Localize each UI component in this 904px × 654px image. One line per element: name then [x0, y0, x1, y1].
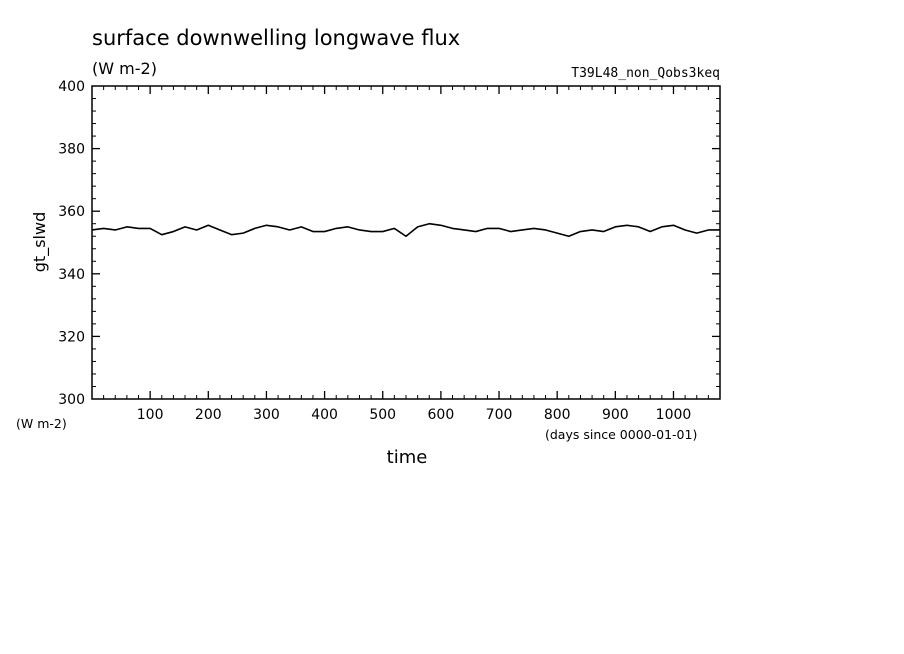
x-units-label: (days since 0000-01-01) — [545, 427, 697, 442]
y-minor-ticks — [92, 98, 720, 387]
x-tick-label: 1000 — [656, 407, 692, 423]
x-tick-label: 700 — [486, 407, 513, 423]
plot-frame — [91, 85, 721, 400]
experiment-label: T39L48_non_Qobs3keq — [571, 66, 720, 81]
y-axis-label: gt_slwd — [30, 212, 50, 272]
y-tick-label: 400 — [58, 79, 85, 95]
series-line — [91, 222, 720, 238]
y-units-label: (W m-2) — [16, 416, 67, 431]
x-tick-label: 500 — [369, 407, 396, 423]
chart-title: surface downwelling longwave flux — [92, 26, 460, 50]
x-tick-label: 100 — [137, 407, 164, 423]
y-axis: 300 320 340 360 380 400 — [58, 79, 720, 408]
x-minor-ticks — [103, 86, 709, 399]
y-tick-label: 340 — [58, 267, 85, 283]
x-axis-label: time — [387, 447, 428, 468]
x-tick-label: 300 — [253, 407, 280, 423]
y-tick-label: 380 — [58, 142, 85, 158]
x-tick-label: 400 — [311, 407, 338, 423]
y-tick-label: 320 — [58, 329, 85, 345]
x-axis: 100 200 300 400 500 600 700 800 900 1000 — [137, 86, 692, 423]
y-tick-label: 300 — [58, 392, 85, 408]
x-tick-label: 800 — [544, 407, 571, 423]
x-tick-label: 900 — [602, 407, 629, 423]
x-tick-label: 200 — [195, 407, 222, 423]
chart-units: (W m-2) — [92, 59, 157, 78]
y-tick-label: 360 — [58, 204, 85, 220]
x-tick-label: 600 — [428, 407, 455, 423]
